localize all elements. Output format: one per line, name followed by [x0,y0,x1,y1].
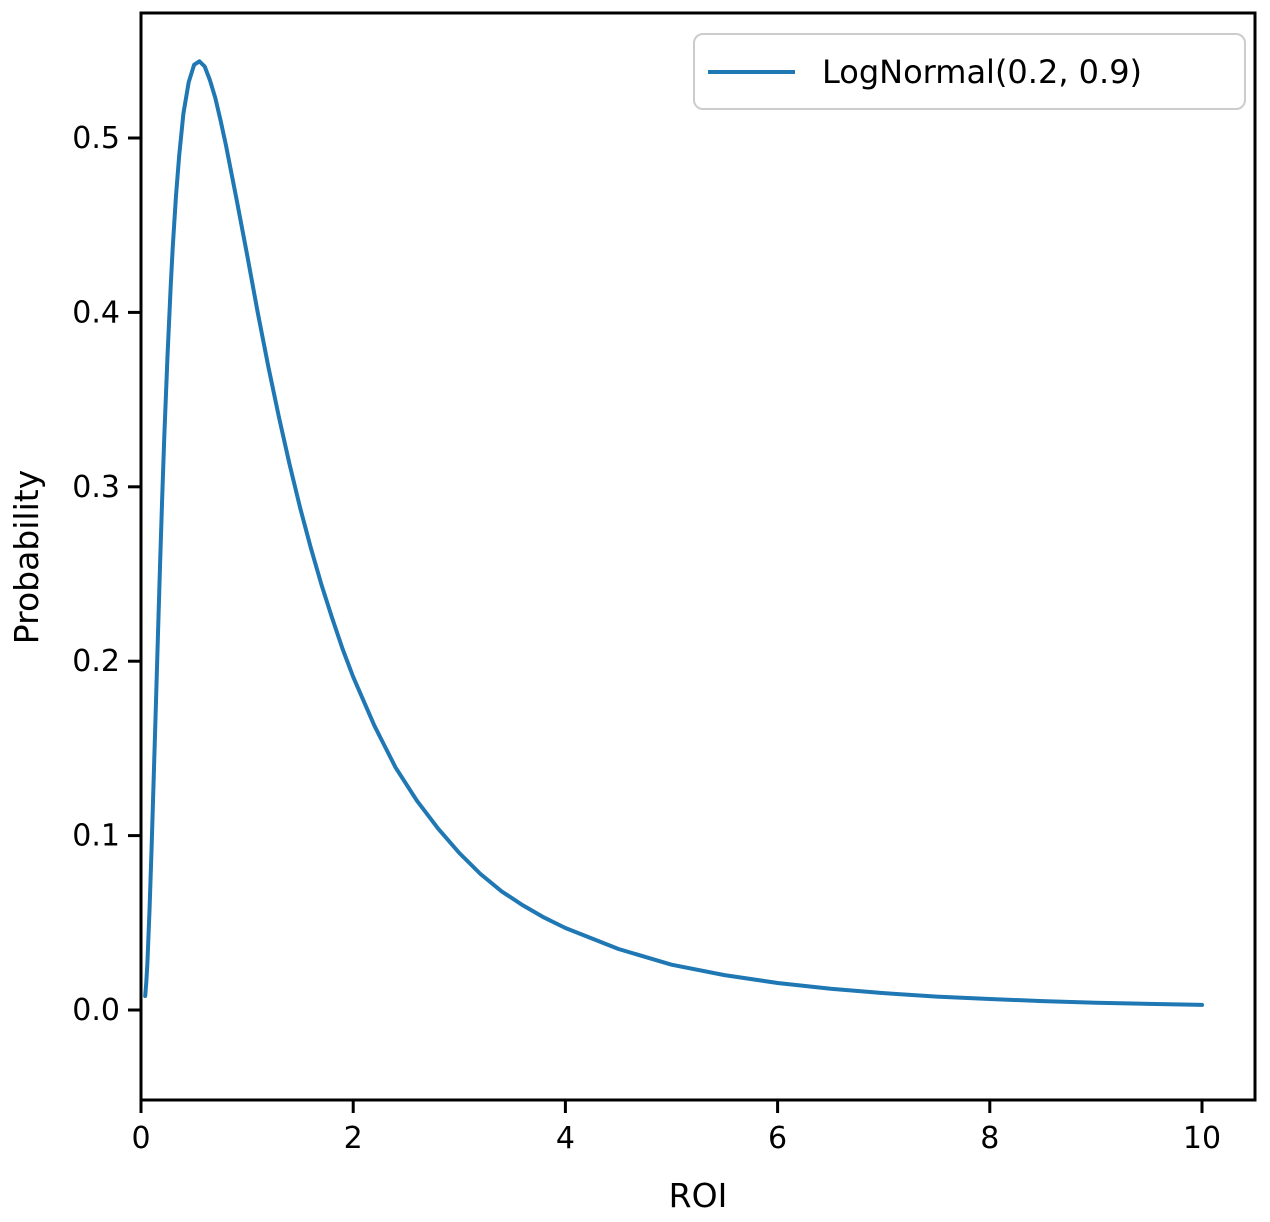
axes-spines [139,11,1257,1102]
y-tick-label: 0.4 [72,295,120,330]
y-tick-label: 0.5 [72,121,120,156]
y-tick-label: 0.3 [72,470,120,505]
x-axis-label: ROI [669,1176,728,1215]
x-tick-label: 6 [768,1121,787,1156]
legend-label: LogNormal(0.2, 0.9) [822,52,1143,91]
x-tick-label: 8 [980,1121,999,1156]
y-axis-label: Probability [7,470,46,644]
legend: LogNormal(0.2, 0.9) [693,33,1246,110]
y-tick-label: 0.1 [72,819,120,854]
y-tick-label: 0.2 [72,644,120,679]
x-tick-label: 0 [131,1121,150,1156]
legend-line-sample [708,69,795,74]
x-axis-ticks: 0 2 4 6 8 10 [131,1100,1221,1156]
x-tick-label: 2 [344,1121,363,1156]
x-tick-label: 4 [556,1121,575,1156]
x-tick-label: 10 [1183,1121,1221,1156]
lognormal-curve [143,59,1204,1007]
y-axis-ticks: 0.0 0.1 0.2 0.3 0.4 0.5 [72,121,141,1028]
y-tick-label: 0.0 [72,993,120,1028]
